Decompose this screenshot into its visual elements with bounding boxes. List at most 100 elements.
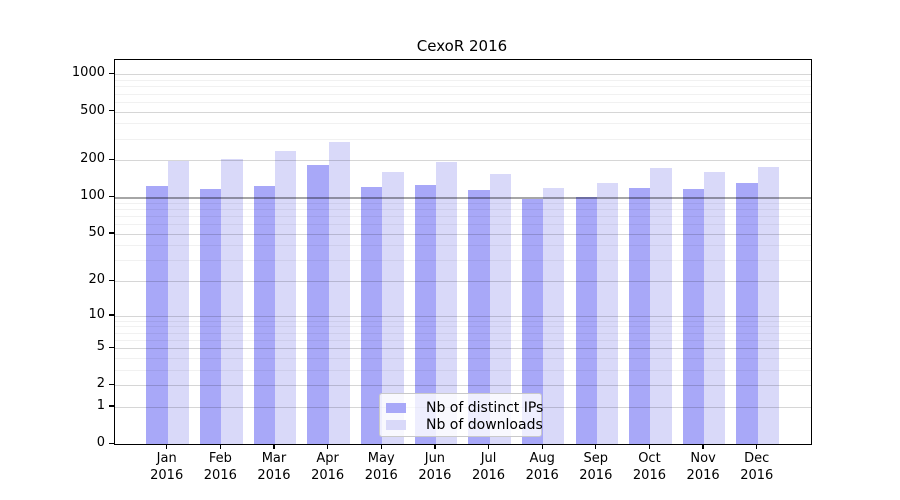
x-tick-mark xyxy=(702,444,704,449)
legend-item-distinct-ips: Nb of distinct IPs xyxy=(386,399,543,416)
gridline-100 xyxy=(115,197,811,199)
bar-dec-ips xyxy=(736,182,758,444)
x-tick-label: Aug 2016 xyxy=(525,451,559,483)
y-tick-mark xyxy=(108,314,114,316)
bar-apr-downloads xyxy=(328,142,350,444)
x-tick-label: Dec 2016 xyxy=(740,451,774,483)
gridline-5 xyxy=(115,348,811,350)
bar-jun-ips xyxy=(414,184,436,444)
y-tick-mark xyxy=(108,110,114,112)
y-tick-label: 200 xyxy=(80,151,105,167)
y-tick-mark xyxy=(108,346,114,348)
y-tick-label: 100 xyxy=(80,188,105,204)
bar-mar-downloads xyxy=(274,151,297,444)
gridline-minor xyxy=(115,332,811,334)
bar-apr-ips xyxy=(307,164,329,444)
y-tick-mark xyxy=(108,405,114,407)
legend-label-downloads: Nb of downloads xyxy=(426,416,543,433)
x-tick-label: Oct 2016 xyxy=(632,451,666,483)
x-tick-mark xyxy=(648,444,651,449)
gridline-minor xyxy=(115,245,811,247)
gridline-minor xyxy=(115,123,811,125)
legend-item-downloads: Nb of downloads xyxy=(386,416,543,433)
gridline-minor xyxy=(115,320,811,322)
gridline-20 xyxy=(115,281,811,283)
gridline-minor xyxy=(115,216,811,218)
gridline-minor xyxy=(115,86,811,88)
bar-nov-ips xyxy=(682,188,705,444)
bar-feb-downloads xyxy=(221,158,243,444)
x-tick-mark xyxy=(595,444,597,449)
x-tick-mark xyxy=(380,444,382,449)
bar-jan-downloads xyxy=(167,161,189,444)
y-tick-mark xyxy=(108,232,114,234)
y-tick-mark xyxy=(108,195,114,197)
bar-jul-ips xyxy=(468,190,490,444)
bar-sep-ips xyxy=(575,197,597,444)
y-tick-mark xyxy=(108,442,114,444)
bar-aug-ips xyxy=(521,198,544,444)
x-tick-mark xyxy=(434,444,436,449)
y-tick-label: 0 xyxy=(96,435,105,450)
y-tick-label: 1 xyxy=(96,397,105,413)
gridline-50 xyxy=(115,233,811,235)
bar-nov-downloads xyxy=(704,172,726,444)
y-tick-label: 500 xyxy=(80,102,105,118)
gridline-minor xyxy=(115,138,811,140)
gridline-minor xyxy=(115,224,811,226)
bar-aug-downloads xyxy=(543,187,565,444)
bar-jan-ips xyxy=(146,186,168,444)
bar-feb-ips xyxy=(200,189,222,444)
gridline-minor xyxy=(115,369,811,371)
y-tick-mark xyxy=(108,279,114,281)
gridline-minor xyxy=(115,357,811,359)
x-tick-label: Jan 2016 xyxy=(150,451,184,483)
x-tick-mark xyxy=(166,444,168,449)
bar-sep-downloads xyxy=(596,183,619,444)
legend-label-distinct-ips: Nb of distinct IPs xyxy=(426,399,544,416)
legend-swatch-distinct-ips xyxy=(386,402,406,413)
x-tick-label: Apr 2016 xyxy=(311,451,345,483)
gridline-minor xyxy=(115,339,811,341)
gridline-minor xyxy=(115,202,811,204)
x-tick-mark xyxy=(487,444,490,449)
gridline-minor xyxy=(115,93,811,95)
x-tick-label: May 2016 xyxy=(364,451,398,483)
x-tick-mark xyxy=(273,444,275,449)
gridline-minor xyxy=(115,208,811,210)
gridline-minor xyxy=(115,80,811,82)
y-tick-label: 20 xyxy=(88,272,105,288)
legend-swatch-downloads xyxy=(386,419,406,430)
x-tick-label: Nov 2016 xyxy=(686,451,720,483)
gridline-2 xyxy=(115,385,811,387)
bar-jun-downloads xyxy=(435,161,458,444)
gridline-1000 xyxy=(115,74,811,76)
y-tick-mark xyxy=(108,72,114,75)
y-tick-mark xyxy=(108,158,114,161)
bar-oct-ips xyxy=(629,187,651,444)
gridline-minor xyxy=(115,101,811,103)
bar-may-downloads xyxy=(382,171,404,444)
legend: Nb of distinct IPs Nb of downloads xyxy=(379,393,543,437)
x-tick-label: Jul 2016 xyxy=(471,451,506,483)
bar-jul-downloads xyxy=(489,173,511,444)
y-tick-label: 50 xyxy=(88,224,105,240)
gridline-200 xyxy=(115,160,811,162)
x-tick-mark xyxy=(219,444,221,449)
y-tick-label: 5 xyxy=(96,339,105,355)
y-tick-label: 10 xyxy=(88,306,105,322)
gridline-minor xyxy=(115,326,811,328)
x-tick-label: Mar 2016 xyxy=(257,451,291,483)
bar-may-ips xyxy=(360,187,383,444)
gridline-minor xyxy=(115,260,811,262)
bar-oct-downloads xyxy=(650,168,672,444)
chart-title: CexoR 2016 xyxy=(416,37,508,55)
bar-mar-ips xyxy=(253,185,275,444)
gridline-10 xyxy=(115,315,811,317)
gridline-500 xyxy=(115,111,811,113)
plot-area xyxy=(114,59,812,445)
x-tick-label: Jun 2016 xyxy=(418,451,452,483)
y-tick-mark xyxy=(108,383,114,386)
x-tick-mark xyxy=(326,444,329,449)
